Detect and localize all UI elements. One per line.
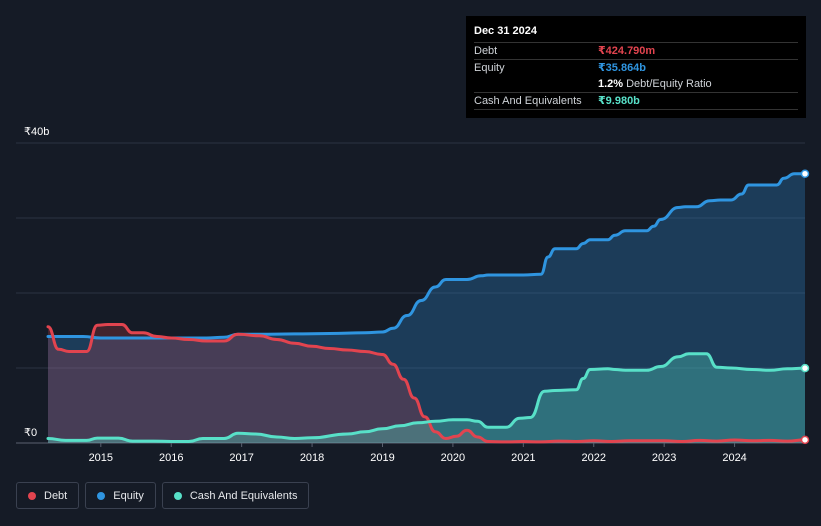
tooltip-ratio-spacer: [474, 76, 598, 92]
series-end-markers: [800, 169, 810, 445]
x-tick-label: 2016: [159, 452, 183, 464]
x-tick-label: 2024: [722, 452, 746, 464]
tooltip-debt-label: Debt: [474, 45, 498, 57]
area-debt: [48, 324, 805, 443]
line-cash: [46, 352, 807, 443]
legend-dot-cash-icon: [173, 491, 182, 500]
chart-legend: Debt Equity Cash And Equivalents: [16, 482, 310, 509]
tooltip-bottom-rule: [474, 109, 798, 126]
legend-dot-debt-icon: [28, 491, 36, 500]
series-lines: [46, 172, 807, 444]
end-marker-equity: [800, 169, 810, 178]
y-axis-bottom-label: ₹0: [24, 427, 37, 439]
x-tick-label: 2017: [229, 452, 253, 464]
tooltip-cash-row: Cash And Equivalents ₹9.980b: [474, 92, 798, 109]
area-equity: [48, 173, 805, 444]
tooltip-debt-row: Debt ₹424.790m: [474, 42, 798, 59]
x-tick-label: 2019: [370, 452, 394, 464]
series-areas: [48, 173, 805, 444]
legend-item-debt[interactable]: Debt: [16, 482, 80, 509]
legend-label-debt: Debt: [44, 489, 68, 502]
tooltip-equity-value: ₹35.864b: [598, 62, 647, 74]
legend-label-cash: Cash And Equivalents: [189, 489, 298, 502]
tooltip-cash-value: ₹9.980b: [598, 95, 640, 107]
tooltip-equity-label: Equity: [474, 62, 505, 74]
tooltip-ratio-value: 1.2%: [598, 78, 624, 90]
legend-label-equity: Equity: [113, 489, 144, 502]
legend-dot-equity-icon: [97, 491, 106, 500]
tooltip-date: Dec 31 2024: [474, 25, 537, 37]
grid-lines: [16, 142, 805, 444]
x-tick-label: 2023: [652, 452, 676, 464]
x-tick-label: 2021: [511, 452, 535, 464]
tooltip-ratio-row: 1.2% Debt/Equity Ratio: [474, 76, 798, 92]
tooltip-equity-row: Equity ₹35.864b: [474, 59, 798, 76]
end-marker-cash: [800, 363, 810, 373]
tooltip-debt-value: ₹424.790m: [598, 45, 656, 57]
x-tick-label: 2015: [89, 452, 113, 464]
tooltip-panel: Dec 31 2024 Debt ₹424.790m Equity ₹35.86…: [466, 16, 806, 118]
end-marker-debt: [800, 435, 810, 445]
tooltip-cash-label: Cash And Equivalents: [474, 95, 582, 107]
legend-item-equity[interactable]: Equity: [85, 482, 156, 509]
line-debt: [46, 323, 807, 444]
x-axis-ticks: 2015 2016 2017 2018 2019 2020 2021 2022 2023 2024: [89, 443, 747, 464]
legend-item-cash[interactable]: Cash And Equivalents: [161, 482, 310, 509]
tooltip-ratio-label: Debt/Equity Ratio: [626, 78, 712, 90]
x-tick-label: 2022: [582, 452, 606, 464]
x-tick-label: 2018: [300, 452, 324, 464]
x-tick-label: 2020: [441, 452, 465, 464]
y-axis-top-label: ₹40b: [24, 126, 49, 138]
area-cash: [48, 353, 805, 443]
